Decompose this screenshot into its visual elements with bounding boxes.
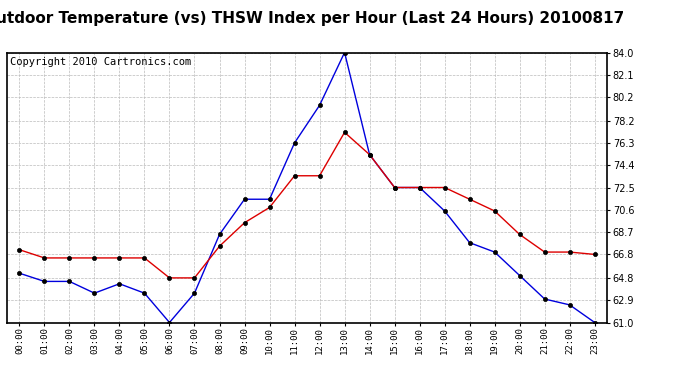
Text: Outdoor Temperature (vs) THSW Index per Hour (Last 24 Hours) 20100817: Outdoor Temperature (vs) THSW Index per … [0,11,624,26]
Text: Copyright 2010 Cartronics.com: Copyright 2010 Cartronics.com [10,57,191,66]
